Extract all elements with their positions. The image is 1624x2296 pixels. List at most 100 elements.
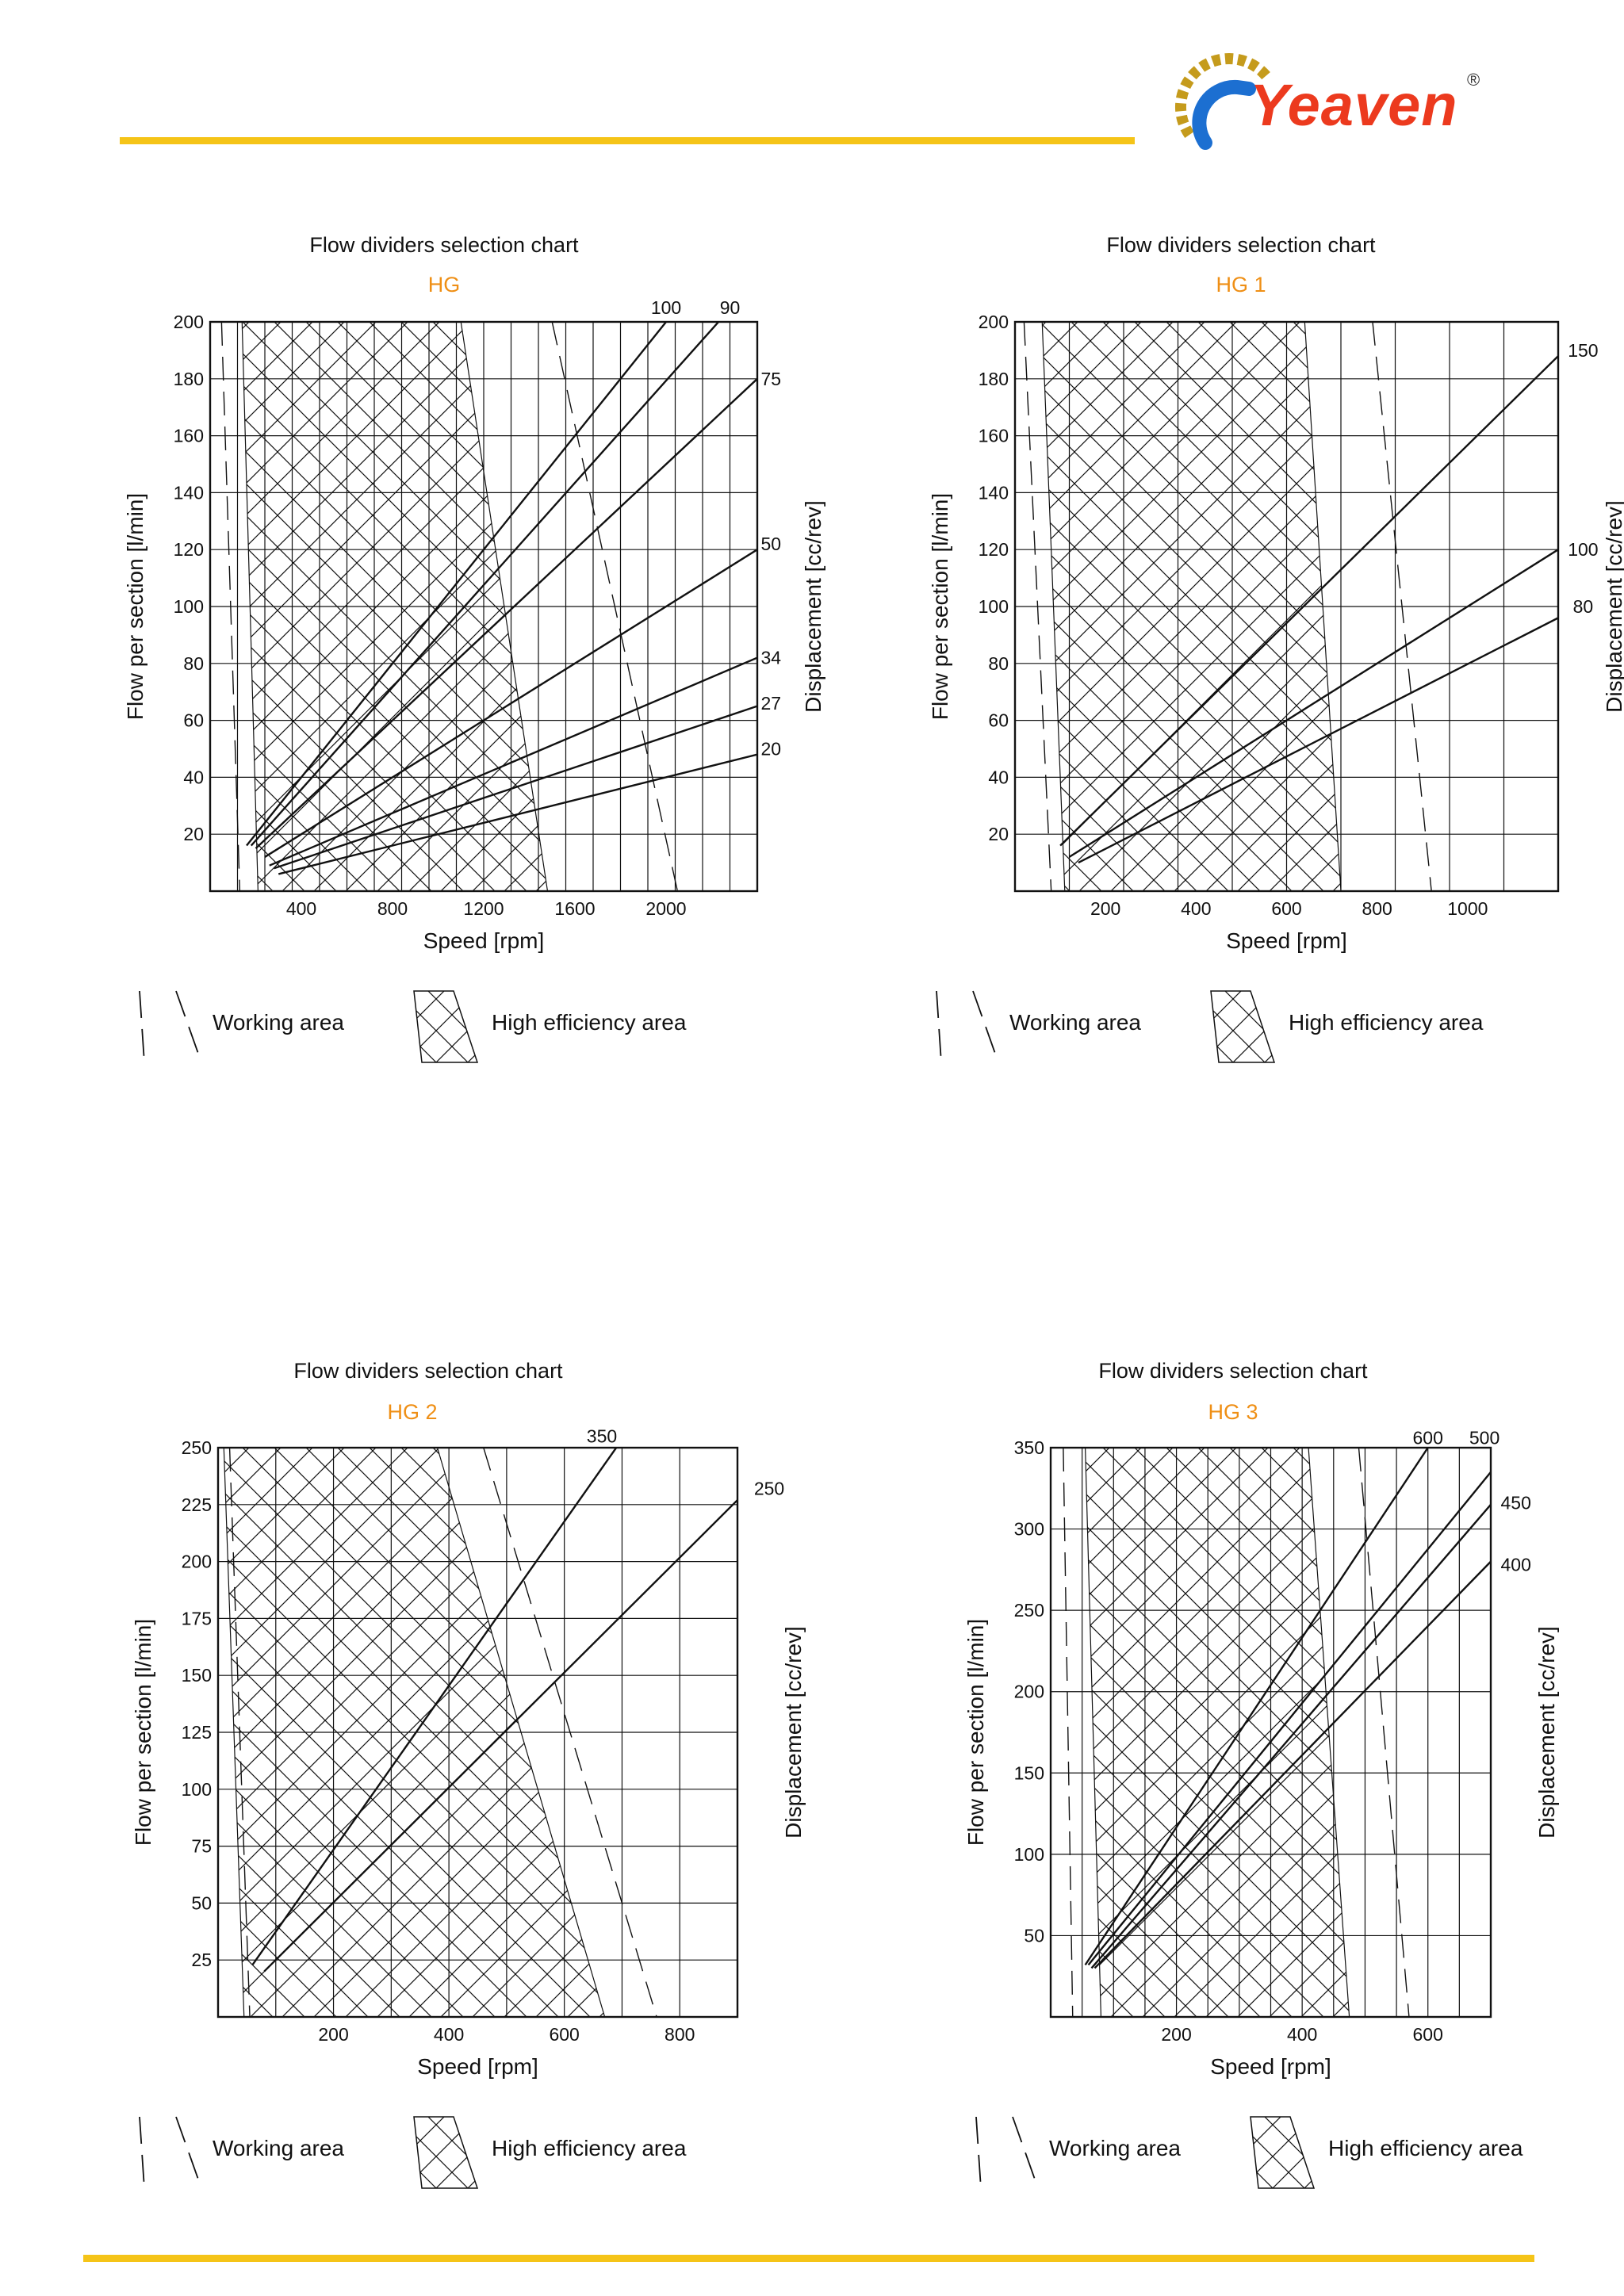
y-tick-label: 175	[182, 1608, 212, 1628]
legend-high-label: High efficiency area	[492, 1010, 687, 1035]
x-tick-label: 800	[377, 898, 408, 919]
chart-subtitle: HG 1	[1216, 273, 1266, 297]
x-tick-label: 400	[286, 898, 316, 919]
chart-subtitle: HG 3	[1208, 1400, 1258, 1424]
y-tick-label: 120	[174, 539, 204, 560]
x-tick-label: 2000	[645, 898, 686, 919]
legend-high-label: High efficiency area	[1289, 1010, 1484, 1035]
y-axis-label: Flow per section [l/min]	[123, 493, 147, 720]
series-label: 500	[1469, 1428, 1500, 1448]
grid	[1015, 322, 1558, 891]
secondary-axis-label: Displacement [cc/rev]	[1602, 500, 1624, 713]
legend-working-label: Working area	[213, 1010, 345, 1035]
series-line-75	[255, 377, 757, 850]
y-tick-label: 160	[174, 426, 204, 446]
legend-working-dash-right	[175, 2116, 202, 2189]
legend-swatches	[936, 990, 1276, 1063]
chart-subtitle: HG 2	[387, 1400, 438, 1424]
chart-subtitle: HG	[427, 273, 461, 297]
series-label: 75	[760, 369, 781, 389]
top-rule	[120, 137, 1135, 144]
series-label: 20	[760, 739, 781, 760]
plot-frame	[1049, 1446, 1492, 2019]
series-line-80	[1078, 617, 1558, 864]
brand-wordmark: Yeaven	[1250, 72, 1458, 138]
y-tick-label: 200	[979, 312, 1009, 332]
grid	[218, 1448, 737, 2017]
series-label: 600	[1413, 1428, 1443, 1448]
series-line-150	[1059, 355, 1558, 847]
y-tick-label: 250	[1014, 1600, 1044, 1621]
x-axis-label: Speed [rpm]	[423, 928, 545, 953]
x-tick-label: 400	[1181, 898, 1211, 919]
y-tick-label: 60	[183, 710, 204, 731]
legend-high-swatch	[413, 990, 479, 1063]
chart-plot: 600 500 450 400 50 100 150 200 250 300 350 200 400 60…	[963, 1428, 1559, 2079]
chart-plot: 150 100 80 20 40 60 80 100 120 140 160 180 200 200 400…	[928, 312, 1624, 953]
y-tick-label: 180	[174, 369, 204, 389]
y-tick-label: 225	[182, 1494, 212, 1515]
chart-panel-hg1: Flow dividers selection chart HG 1 150 10…	[916, 230, 1624, 975]
registered-mark: ®	[1467, 70, 1480, 90]
chart-title: Flow dividers selection chart	[293, 1359, 563, 1383]
legend-hg: Working area High efficiency area	[135, 983, 872, 1078]
y-tick-label: 40	[988, 767, 1009, 787]
y-tick-label: 20	[988, 824, 1009, 844]
plot-frame	[1013, 320, 1560, 893]
y-tick-label: 180	[979, 369, 1009, 389]
working-area-boundary-right	[551, 322, 679, 891]
legend-working-dash-left	[139, 2116, 145, 2189]
legend-working-dash-left	[975, 2116, 982, 2189]
legend-working-dash-left	[936, 990, 942, 1063]
y-tick-label: 300	[1014, 1519, 1044, 1540]
series-label: 100	[651, 297, 681, 318]
y-tick-label: 50	[1024, 1925, 1044, 1946]
y-tick-label: 250	[182, 1437, 212, 1458]
series-line-100	[246, 322, 667, 847]
x-tick-label: 1600	[554, 898, 595, 919]
series-line-27	[274, 705, 757, 870]
legend-working-label: Working area	[213, 2136, 345, 2160]
series-label: 350	[587, 1426, 617, 1447]
legend-hg2: Working area High efficiency area	[135, 2109, 872, 2204]
y-tick-label: 200	[1014, 1682, 1044, 1702]
y-tick-label: 75	[191, 1836, 212, 1857]
x-tick-label: 200	[1090, 898, 1120, 919]
legend-working-dash-right	[972, 990, 999, 1063]
legend-working-label: Working area	[1049, 2136, 1182, 2160]
y-tick-label: 200	[182, 1552, 212, 1572]
grid	[210, 322, 757, 891]
plot-frame	[209, 320, 759, 893]
legend-swatches	[139, 2116, 479, 2189]
bottom-rule	[83, 2255, 1534, 2262]
secondary-axis-label: Displacement [cc/rev]	[1534, 1626, 1559, 1839]
x-tick-label: 600	[1413, 2024, 1443, 2045]
y-tick-label: 160	[979, 426, 1009, 446]
y-axis-label: Flow per section [l/min]	[131, 1619, 155, 1846]
series-line-500	[1087, 1471, 1491, 1966]
x-tick-label: 800	[665, 2024, 695, 2045]
series-line-450	[1090, 1504, 1491, 1969]
chart-title: Flow dividers selection chart	[1106, 233, 1376, 257]
brand-logo: Yeaven ®	[1174, 48, 1487, 159]
series-line-90	[250, 322, 720, 847]
legend-working-dash-left	[139, 990, 145, 1063]
y-tick-label: 140	[979, 482, 1009, 503]
chart-title: Flow dividers selection chart	[1098, 1359, 1368, 1383]
legend-high-label: High efficiency area	[492, 2136, 687, 2160]
y-tick-label: 100	[979, 596, 1009, 617]
secondary-axis-label: Displacement [cc/rev]	[801, 500, 825, 713]
working-area-boundary-right	[1358, 1448, 1410, 2017]
legend-working-label: Working area	[1009, 1010, 1142, 1035]
x-tick-label: 1000	[1447, 898, 1488, 919]
high-efficiency-area	[1085, 1448, 1350, 2017]
legend-high-swatch	[1250, 2116, 1316, 2189]
working-area-boundary-left	[1023, 322, 1052, 891]
chart-panel-hg3: Flow dividers selection chart HG 3 600 50…	[916, 1356, 1624, 2101]
x-tick-label: 200	[318, 2024, 348, 2045]
y-tick-label: 100	[1014, 1844, 1044, 1865]
legend-high-label: High efficiency area	[1328, 2136, 1523, 2160]
chart-title: Flow dividers selection chart	[309, 233, 579, 257]
y-tick-label: 80	[988, 653, 1009, 674]
working-area-boundary-left	[220, 322, 241, 891]
